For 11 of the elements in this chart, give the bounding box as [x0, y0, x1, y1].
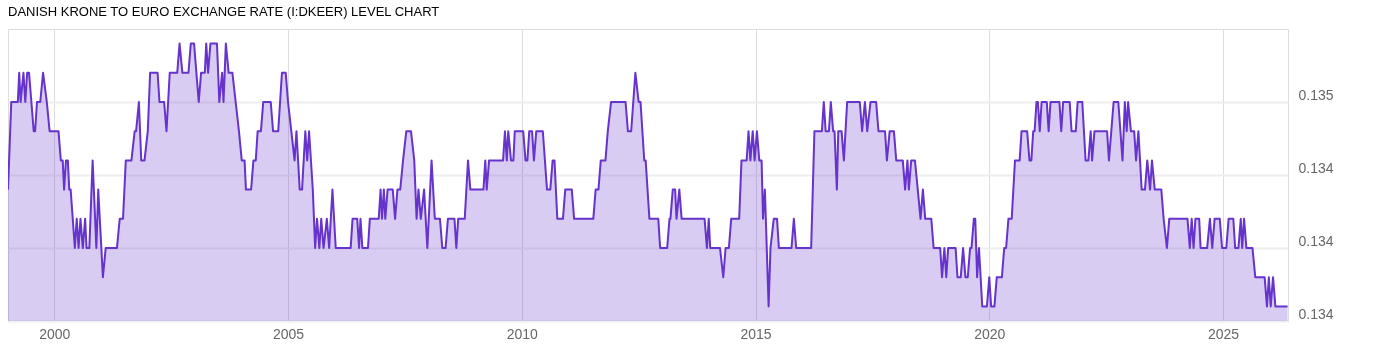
y-tick-label: 0.134: [1298, 305, 1334, 322]
x-tick-label: 2005: [272, 325, 305, 342]
y-tick-label: 0.134: [1298, 232, 1334, 249]
x-tick-label: 2020: [974, 325, 1006, 342]
x-tick-label: 2025: [1207, 325, 1240, 342]
x-tick-label: 2000: [39, 325, 71, 342]
y-tick-label: 0.134: [1298, 159, 1334, 176]
chart-title: DANISH KRONE TO EURO EXCHANGE RATE (I:DKEER) LEVEL CHART: [8, 4, 440, 19]
y-tick-label: 0.135: [1298, 86, 1334, 103]
x-tick-label: 2015: [740, 325, 772, 342]
x-tick-label: 2010: [506, 325, 539, 342]
